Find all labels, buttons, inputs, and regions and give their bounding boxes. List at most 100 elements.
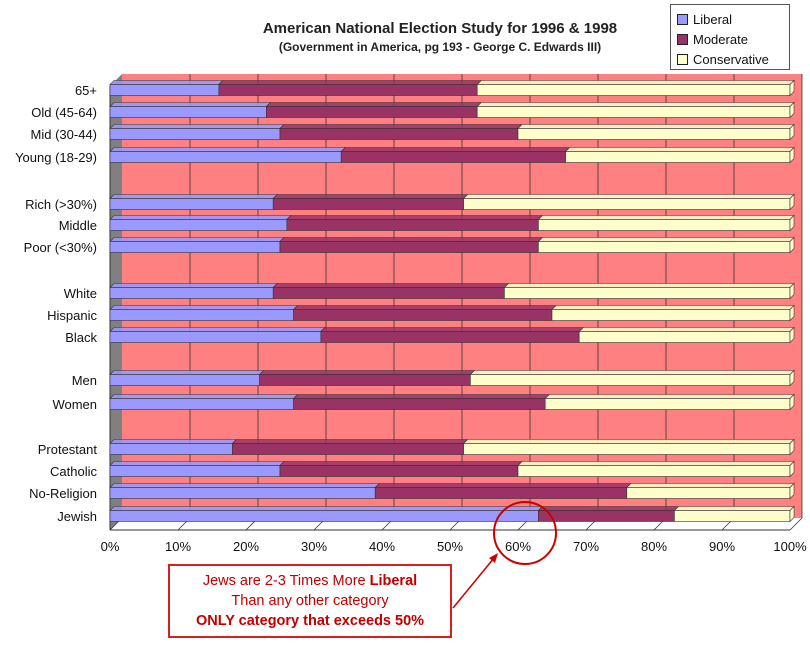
- bar-end-cap: [789, 193, 795, 211]
- bar-top-liberal: [109, 483, 380, 488]
- bar-top-liberal: [109, 80, 224, 85]
- bar-liberal: [109, 198, 274, 210]
- bar-moderate: [286, 219, 539, 231]
- bar-moderate: [340, 151, 566, 163]
- annotation-line-1: Jews are 2-3 Times More Liberal: [170, 571, 450, 591]
- legend-item-conservative: Conservative: [677, 49, 783, 69]
- bar-conservative: [626, 487, 791, 499]
- bar-liberal: [109, 487, 376, 499]
- bar-moderate: [279, 241, 539, 253]
- x-tick-label: 100%: [773, 539, 807, 554]
- legend-label-conservative: Conservative: [693, 51, 769, 67]
- category-label: Poor (<30%): [24, 240, 97, 255]
- bar-moderate: [293, 309, 553, 321]
- bar-end-cap: [789, 460, 795, 478]
- category-label: Women: [52, 397, 97, 412]
- bar-conservative: [538, 241, 791, 253]
- category-label: White: [64, 286, 97, 301]
- bar-moderate: [259, 374, 471, 386]
- bar-conservative: [463, 198, 791, 210]
- bar-top-conservative: [544, 394, 795, 399]
- bar-top-moderate: [374, 483, 632, 488]
- chart-subtitle: (Government in America, pg 193 - George …: [278, 40, 602, 54]
- annotation-arrow-head: [489, 553, 498, 563]
- bar-moderate: [272, 198, 464, 210]
- side-wall: [110, 74, 122, 530]
- bar-conservative: [504, 287, 791, 299]
- category-label: Protestant: [38, 442, 98, 457]
- bar-top-moderate: [272, 194, 469, 199]
- bar-end-cap: [789, 146, 795, 164]
- floor-gridline: [789, 517, 803, 531]
- bar-end-cap: [789, 282, 795, 300]
- bar-end-cap: [789, 326, 795, 344]
- category-label: No-Religion: [29, 486, 97, 501]
- x-tick-label: 90%: [709, 539, 735, 554]
- bar-top-liberal: [109, 147, 346, 152]
- bar-conservative: [544, 398, 791, 410]
- bar-moderate: [272, 287, 505, 299]
- bar-top-conservative: [673, 506, 795, 511]
- annotation-line-3: ONLY category that exceeds 50%: [170, 611, 450, 631]
- bar-conservative: [476, 106, 791, 118]
- bar-moderate: [279, 465, 519, 477]
- bar-liberal: [109, 309, 294, 321]
- bars: [109, 79, 795, 523]
- bar-top-conservative: [564, 147, 795, 152]
- bar-conservative: [517, 465, 791, 477]
- bar-end-cap: [789, 482, 795, 500]
- bar-top-moderate: [279, 237, 544, 242]
- bar-top-conservative: [462, 439, 795, 444]
- bar-top-conservative: [537, 215, 795, 220]
- legend-swatch-liberal: [677, 13, 688, 25]
- bar-liberal: [109, 287, 274, 299]
- category-label: Old (45-64): [31, 105, 97, 120]
- x-tick-label: 40%: [369, 539, 395, 554]
- bar-top-liberal: [109, 327, 326, 332]
- bar-liberal: [109, 443, 233, 455]
- bar-top-liberal: [109, 394, 299, 399]
- legend-item-liberal: Liberal: [677, 9, 783, 29]
- category-label: Black: [65, 330, 97, 345]
- x-tick-label: 60%: [505, 539, 531, 554]
- bar-liberal: [109, 151, 342, 163]
- axis-labels: 0% 10% 20% 30% 40% 50% 60% 70% 80% 90% 100% 65+ Old …: [15, 83, 807, 554]
- bar-liberal: [109, 241, 281, 253]
- bar-liberal: [109, 374, 260, 386]
- bar-top-moderate: [231, 439, 469, 444]
- bar-conservative: [517, 128, 791, 140]
- annotation-callout: Jews are 2-3 Times More Liberal Than any…: [168, 564, 452, 638]
- bar-conservative: [674, 510, 791, 522]
- x-tick-label: 10%: [165, 539, 191, 554]
- annotation-line-3-bold: ONLY category that exceeds 50%: [195, 613, 425, 629]
- bar-top-conservative: [551, 305, 795, 310]
- bar-conservative: [565, 151, 791, 163]
- x-tick-label: 30%: [301, 539, 327, 554]
- bar-top-conservative: [469, 370, 795, 375]
- bar-top-conservative: [537, 237, 795, 242]
- bar-top-conservative: [578, 327, 795, 332]
- bar-liberal: [109, 510, 539, 522]
- bar-top-liberal: [109, 215, 292, 220]
- bar-top-conservative: [503, 283, 795, 288]
- bar-moderate: [293, 398, 546, 410]
- bar-top-moderate: [320, 327, 584, 332]
- bar-end-cap: [789, 393, 795, 411]
- chart-title-block: American National Election Study for 199…: [170, 20, 710, 54]
- bar-liberal: [109, 465, 281, 477]
- bar-top-conservative: [517, 461, 795, 466]
- bar-moderate: [279, 128, 519, 140]
- legend-swatch-conservative: [677, 53, 688, 65]
- category-label: Mid (30-44): [31, 127, 97, 142]
- bar-top-liberal: [109, 305, 299, 310]
- category-label: Rich (>30%): [25, 197, 97, 212]
- bar-moderate: [232, 443, 464, 455]
- bar-liberal: [109, 398, 294, 410]
- bar-top-moderate: [258, 370, 476, 375]
- bar-liberal: [109, 331, 322, 343]
- bar-top-moderate: [340, 147, 571, 152]
- annotation-line-1-text: Jews are 2-3 Times More: [202, 573, 370, 589]
- bar-top-moderate: [292, 394, 550, 399]
- x-tick-label: 70%: [573, 539, 599, 554]
- annotation-arrow: [452, 557, 495, 609]
